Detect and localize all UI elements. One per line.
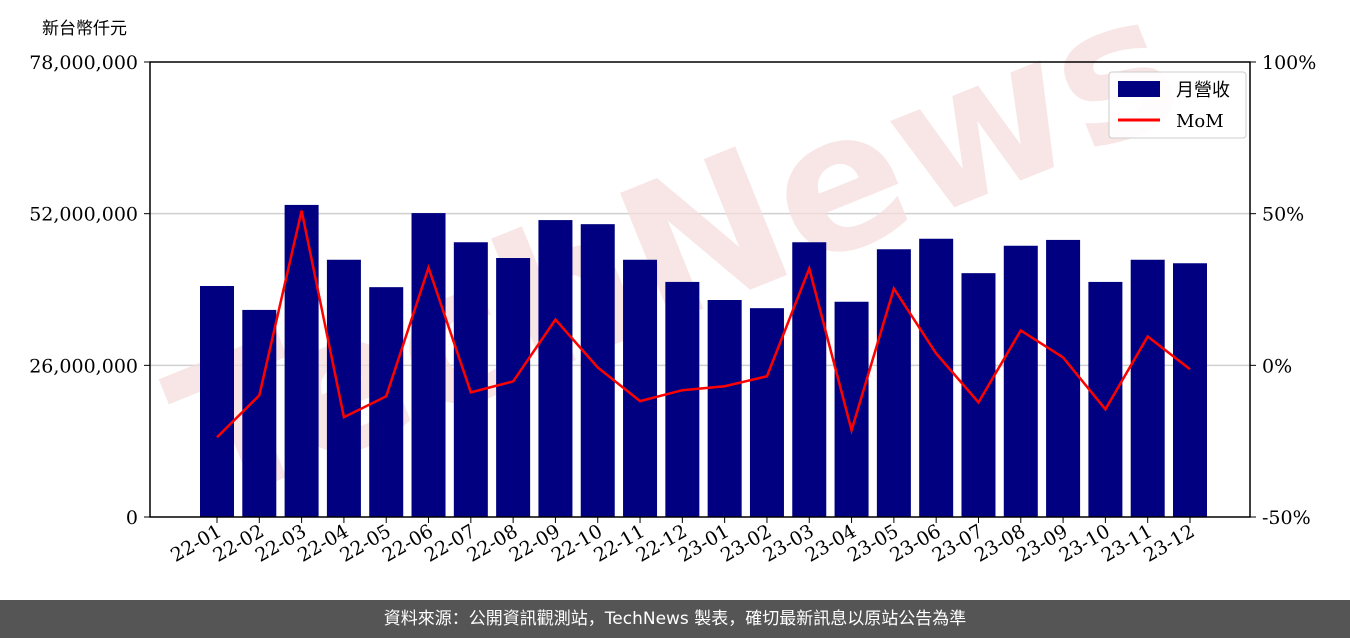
bar-23-08: [1003, 245, 1038, 517]
bar-22-12: [665, 281, 700, 517]
bar-23-07: [961, 273, 996, 517]
bar-23-04: [834, 301, 869, 517]
left-tick-label: 0: [126, 507, 138, 529]
bar-23-10: [1088, 281, 1123, 517]
bar-23-05: [876, 249, 911, 517]
legend-bar-swatch: [1118, 81, 1160, 97]
left-tick-label: 26,000,000: [29, 355, 138, 377]
bar-22-09: [538, 220, 573, 518]
mom-line: [216, 210, 1191, 439]
left-tick-label: 52,000,000: [29, 204, 138, 226]
bar-22-11: [623, 259, 658, 517]
plot-frame: [149, 61, 1251, 518]
left-tick-label: 78,000,000: [29, 52, 138, 74]
legend: 月營收 MoM: [1108, 71, 1247, 139]
right-tick-label: 50%: [1262, 204, 1304, 226]
bar-23-01: [707, 300, 742, 517]
source-footer: 資料來源：公開資訊觀測站，TechNews 製表，確切最新訊息以原站公告為準: [0, 600, 1350, 638]
bar-23-03: [792, 242, 827, 517]
right-tick-label: -50%: [1262, 507, 1311, 529]
mom-polyline: [216, 210, 1191, 439]
bar-22-06: [411, 213, 446, 518]
bar-22-03: [284, 204, 319, 517]
bar-23-02: [749, 308, 784, 517]
right-tick-label: 100%: [1262, 52, 1316, 74]
bar-23-06: [919, 238, 954, 517]
legend-bar-label: 月營收: [1176, 80, 1230, 101]
y-axis-unit-label: 新台幣仟元: [42, 19, 127, 39]
bars: [200, 204, 1207, 518]
bar-23-12: [1173, 263, 1207, 517]
bar-22-07: [453, 242, 488, 517]
right-tick-label: 0%: [1262, 355, 1292, 377]
bar-22-01: [200, 286, 234, 517]
bar-23-09: [1046, 239, 1081, 517]
bar-22-08: [496, 258, 531, 517]
bar-23-11: [1130, 259, 1165, 517]
legend-line-label: MoM: [1176, 111, 1224, 132]
bar-22-10: [580, 224, 615, 517]
chart: TechNews 026,000,00052,000,00078,000,000…: [29, 0, 1316, 567]
bar-22-04: [326, 259, 361, 517]
